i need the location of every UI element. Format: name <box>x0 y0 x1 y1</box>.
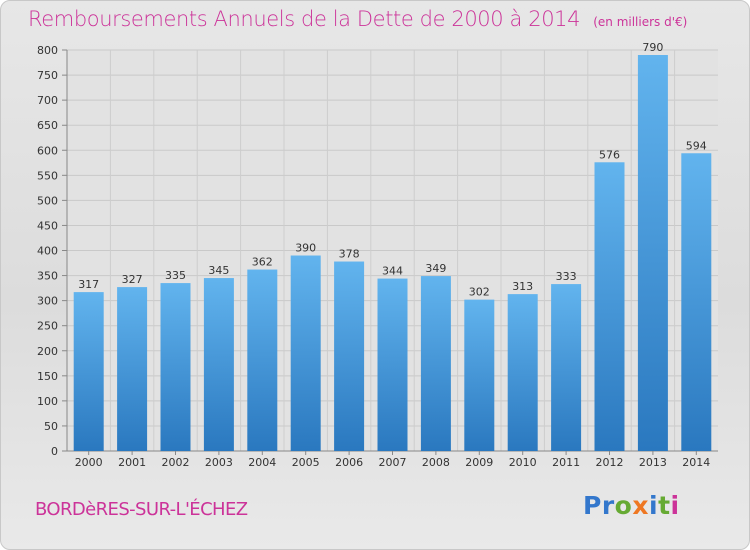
y-tick-label: 600 <box>37 144 58 157</box>
y-tick-label: 0 <box>51 445 58 458</box>
x-tick-label: 2007 <box>379 456 407 469</box>
data-label: 390 <box>295 242 316 255</box>
y-tick-label: 700 <box>37 94 58 107</box>
y-tick-label: 550 <box>37 169 58 182</box>
bar <box>203 278 234 451</box>
x-tick-label: 2003 <box>205 456 233 469</box>
data-label: 333 <box>556 270 577 283</box>
data-label: 327 <box>122 273 143 286</box>
y-tick-label: 250 <box>37 320 58 333</box>
x-tick-label: 2000 <box>75 456 103 469</box>
bar <box>420 276 451 451</box>
x-tick-label: 2008 <box>422 456 450 469</box>
y-tick-label: 800 <box>37 44 58 57</box>
bar <box>681 153 712 451</box>
logo-letter: i <box>649 491 659 520</box>
logo-letter: x <box>632 491 649 520</box>
bar <box>464 299 495 451</box>
y-tick-label: 100 <box>37 395 58 408</box>
x-tick-label: 2006 <box>335 456 363 469</box>
data-label: 790 <box>642 41 663 54</box>
y-tick-label: 450 <box>37 219 58 232</box>
logo-letter: o <box>614 491 633 520</box>
data-label: 344 <box>382 265 403 278</box>
x-tick-label: 2010 <box>509 456 537 469</box>
chart-subtitle: (en milliers d'€) <box>593 15 688 29</box>
x-tick-label: 2012 <box>596 456 624 469</box>
y-tick-label: 350 <box>37 270 58 283</box>
x-tick-label: 2011 <box>552 456 580 469</box>
title-row: Remboursements Annuels de la Dette de 20… <box>28 7 687 31</box>
bar <box>117 287 148 451</box>
x-tick-label: 2005 <box>292 456 320 469</box>
bar <box>334 261 365 451</box>
proxiti-logo: Proxiti <box>583 491 680 520</box>
x-tick-label: 2014 <box>682 456 710 469</box>
y-tick-label: 50 <box>44 420 58 433</box>
y-tick-label: 650 <box>37 119 58 132</box>
logo-letter: P <box>583 491 602 520</box>
x-tick-label: 2013 <box>639 456 667 469</box>
data-label: 594 <box>686 139 707 152</box>
logo-letter: r <box>601 491 615 520</box>
data-label: 378 <box>339 248 360 261</box>
bar <box>377 278 408 451</box>
data-label: 313 <box>512 280 533 293</box>
logo-letter: i <box>670 491 680 520</box>
x-tick-label: 2009 <box>465 456 493 469</box>
place-name: BORDèRES-SUR-L'ÉCHEZ <box>35 499 248 520</box>
x-tick-label: 2001 <box>118 456 146 469</box>
chart-title: Remboursements Annuels de la Dette de 20… <box>28 7 581 31</box>
bar <box>73 292 104 451</box>
y-tick-label: 750 <box>37 69 58 82</box>
y-tick-label: 500 <box>37 194 58 207</box>
y-tick-label: 400 <box>37 245 58 258</box>
x-tick-label: 2004 <box>248 456 276 469</box>
data-label: 349 <box>425 262 446 275</box>
logo-letter: t <box>658 491 671 520</box>
x-tick-label: 2002 <box>162 456 190 469</box>
bar <box>637 55 668 451</box>
data-label: 317 <box>78 278 99 291</box>
y-tick-label: 300 <box>37 295 58 308</box>
bar <box>551 284 582 451</box>
bar <box>594 162 625 451</box>
data-label: 576 <box>599 148 620 161</box>
bar <box>247 269 278 451</box>
data-label: 362 <box>252 256 273 269</box>
bar <box>160 283 191 451</box>
y-tick-label: 200 <box>37 345 58 358</box>
bar <box>290 255 321 451</box>
data-label: 345 <box>208 264 229 277</box>
data-label: 335 <box>165 269 186 282</box>
bar <box>507 294 538 451</box>
data-label: 302 <box>469 286 490 299</box>
y-tick-label: 150 <box>37 370 58 383</box>
